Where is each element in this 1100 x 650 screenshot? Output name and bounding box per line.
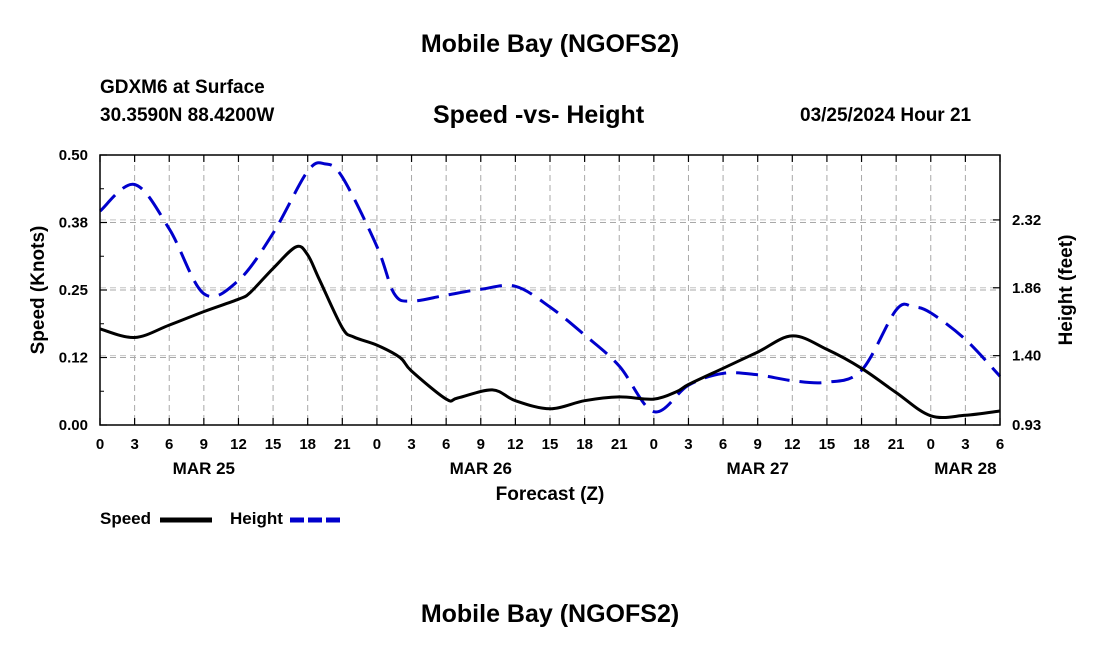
legend-height-swatch xyxy=(290,517,342,523)
legend-speed-label: Speed xyxy=(100,509,152,528)
x-date-label: MAR 27 xyxy=(727,459,789,478)
ticks: 0 3 6 9 12 15 18 21 0 3 6 9 12 15 18 21 0 3 6 9 12 15 18 21 0 3 6M… xyxy=(59,147,1041,478)
series-layer xyxy=(98,161,1002,420)
legend-speed-swatch xyxy=(160,517,212,523)
x-tick-label: 21 xyxy=(611,436,628,453)
x-date-label: MAR 26 xyxy=(450,459,512,478)
y-tick-label-left: 0.25 xyxy=(59,282,88,299)
x-tick-label: 15 xyxy=(542,436,559,453)
x-tick-label: 18 xyxy=(576,436,593,453)
x-tick-label: 12 xyxy=(784,436,801,453)
x-tick-label: 3 xyxy=(130,436,138,453)
x-tick-label: 3 xyxy=(961,436,969,453)
x-axis-label: Forecast (Z) xyxy=(496,484,605,505)
x-tick-label: 18 xyxy=(299,436,316,453)
x-date-label: MAR 28 xyxy=(934,459,996,478)
x-tick-label: 15 xyxy=(819,436,836,453)
coordinates-label: 30.3590N 88.4200W xyxy=(100,105,275,126)
x-tick-label: 0 xyxy=(373,436,381,453)
grid xyxy=(100,155,1000,425)
x-tick-label: 0 xyxy=(650,436,658,453)
y-tick-label-right: 1.86 xyxy=(1012,280,1041,297)
x-tick-label: 6 xyxy=(165,436,173,453)
x-tick-label: 12 xyxy=(230,436,247,453)
x-tick-label: 3 xyxy=(407,436,415,453)
series-line-height xyxy=(98,161,1002,414)
station-label: GDXM6 at Surface xyxy=(100,77,265,98)
x-tick-label: 0 xyxy=(96,436,104,453)
axis-labels: Forecast (Z) Speed (Knots) Height (feet) xyxy=(28,226,1077,505)
y-axis-label-right: Height (feet) xyxy=(1056,235,1077,346)
x-tick-label: 9 xyxy=(754,436,762,453)
x-tick-label: 0 xyxy=(927,436,935,453)
x-tick-label: 6 xyxy=(719,436,727,453)
y-tick-label-left: 0.00 xyxy=(59,417,88,434)
x-tick-label: 6 xyxy=(996,436,1004,453)
x-tick-label: 6 xyxy=(442,436,450,453)
y-tick-label-left: 0.50 xyxy=(59,147,88,164)
x-tick-label: 21 xyxy=(888,436,905,453)
footer-title: Mobile Bay (NGOFS2) xyxy=(420,600,680,628)
y-tick-label-right: 2.32 xyxy=(1012,212,1041,229)
y-tick-label-right: 0.93 xyxy=(1012,417,1041,434)
x-date-label: MAR 25 xyxy=(173,459,235,478)
x-tick-label: 18 xyxy=(853,436,870,453)
x-tick-label: 3 xyxy=(684,436,692,453)
x-tick-label: 9 xyxy=(200,436,208,453)
legend-height-label: Height xyxy=(230,509,283,528)
y-axis-label-left: Speed (Knots) xyxy=(28,226,49,355)
x-tick-label: 21 xyxy=(334,436,351,453)
x-tick-label: 12 xyxy=(507,436,524,453)
x-tick-label: 9 xyxy=(477,436,485,453)
forecast-datetime: 03/25/2024 Hour 21 xyxy=(800,105,972,126)
page-title: Mobile Bay (NGOFS2) xyxy=(420,30,680,58)
series-line-speed xyxy=(99,244,1001,420)
chart-title: Speed -vs- Height xyxy=(433,101,645,129)
x-tick-label: 15 xyxy=(265,436,282,453)
y-tick-label-left: 0.12 xyxy=(59,350,88,367)
y-tick-label-left: 0.38 xyxy=(59,215,88,232)
y-tick-label-right: 1.40 xyxy=(1012,348,1041,365)
